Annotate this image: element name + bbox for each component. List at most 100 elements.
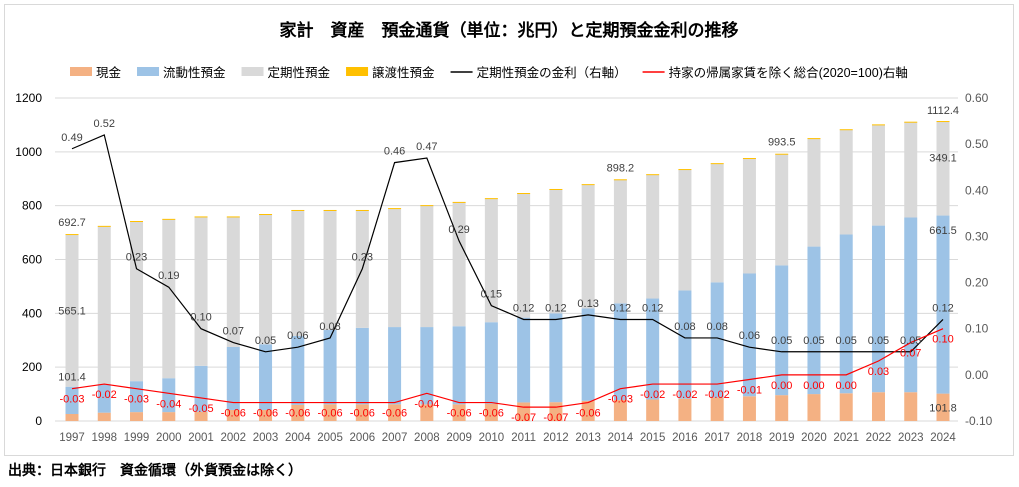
bar-segment-譲渡性預金 <box>871 124 885 126</box>
bar-segment-定期性預金 <box>291 210 305 336</box>
bar-segment-譲渡性預金 <box>226 216 240 218</box>
bar-segment-流動性預金 <box>517 317 531 403</box>
bar-segment-流動性預金 <box>742 273 756 397</box>
bar-segment-現金 <box>355 404 369 421</box>
x-axis-tick: 2018 <box>737 432 763 444</box>
bar-segment-譲渡性預金 <box>613 179 627 181</box>
line-data-label: -0.03 <box>608 394 633 406</box>
line-data-label: 0.10 <box>932 334 953 346</box>
legend-label: 定期性預金 <box>268 65 331 80</box>
x-axis-tick: 2002 <box>220 432 246 444</box>
line-data-label: 0.46 <box>384 146 405 158</box>
bar-segment-譲渡性預金 <box>97 225 111 227</box>
left-axis-tick: 800 <box>22 199 42 213</box>
x-axis-tick: 2024 <box>930 432 956 444</box>
x-axis-tick: 2013 <box>575 432 601 444</box>
bar-segment-現金 <box>904 392 918 421</box>
bar-segment-譲渡性預金 <box>388 208 402 210</box>
legend-label: 現金 <box>96 65 122 80</box>
bar-segment-定期性預金 <box>807 138 821 247</box>
bar-segment-現金 <box>613 400 627 421</box>
line-data-label: 0.05 <box>836 335 857 347</box>
left-axis-tick: 1200 <box>15 91 42 105</box>
bar-segment-流動性預金 <box>388 327 402 405</box>
x-axis-tick: 2015 <box>640 432 666 444</box>
line-data-label: 0.49 <box>61 132 82 144</box>
line-data-label: 0.52 <box>94 118 115 130</box>
bar-segment-譲渡性預金 <box>775 153 789 155</box>
line-data-label: 0.08 <box>674 321 695 333</box>
x-axis-tick: 2008 <box>414 432 440 444</box>
x-axis-tick: 2016 <box>672 432 698 444</box>
legend-swatch <box>137 67 160 76</box>
bar-segment-現金 <box>291 404 305 421</box>
bar-segment-流動性預金 <box>678 290 692 399</box>
bar-segment-流動性預金 <box>936 215 950 394</box>
line-data-label: 0.13 <box>577 298 598 310</box>
line-data-label: -0.04 <box>156 398 181 410</box>
bar-segment-現金 <box>259 409 273 421</box>
bar-segment-定期性預金 <box>613 179 627 304</box>
chart-frame <box>4 4 1014 456</box>
right-axis-tick: 0.60 <box>965 91 989 105</box>
bar-segment-流動性預金 <box>194 365 208 412</box>
line-data-label: 0.47 <box>416 141 437 153</box>
bar-segment-現金 <box>162 412 176 421</box>
x-axis-tick: 2017 <box>704 432 730 444</box>
bar-segment-定期性預金 <box>484 198 498 323</box>
line-data-label: 0.08 <box>319 321 340 333</box>
bar-segment-定期性預金 <box>775 154 789 266</box>
bar-data-label: 661.5 <box>929 225 957 237</box>
x-axis-tick: 2006 <box>350 432 376 444</box>
x-axis-tick: 1998 <box>91 432 117 444</box>
bar-segment-流動性預金 <box>646 298 660 400</box>
source-note: 出典：日本銀行 資金循環（外貨預金は除く） <box>8 463 302 479</box>
x-axis-tick: 2000 <box>156 432 182 444</box>
line-data-label: -0.02 <box>705 389 730 401</box>
x-axis-tick: 2014 <box>608 432 634 444</box>
x-axis-tick: 2019 <box>769 432 795 444</box>
legend: 現金 流動性預金 定期性預金 譲渡性預金 定期性預金の金利（右軸） 持家の帰属家賃を除く総… <box>70 65 908 80</box>
bar-segment-流動性預金 <box>452 326 466 405</box>
bar-segment-譲渡性預金 <box>323 209 337 211</box>
line-data-label: 0.12 <box>932 302 953 314</box>
bar-segment-定期性預金 <box>742 158 756 274</box>
bar-segment-定期性預金 <box>162 219 176 379</box>
bar-segment-流動性預金 <box>97 384 111 413</box>
line-data-label: -0.07 <box>543 412 568 424</box>
line-data-label: 0.06 <box>287 330 308 342</box>
line-data-label: -0.06 <box>350 408 375 420</box>
bar-segment-譲渡性預金 <box>484 198 498 200</box>
line-data-label: 0.05 <box>771 335 792 347</box>
bar-segment-定期性預金 <box>420 205 434 328</box>
bar-segment-定期性預金 <box>259 214 273 345</box>
bar-segment-譲渡性預金 <box>517 193 531 195</box>
line-data-label: -0.02 <box>672 389 697 401</box>
bar-segment-譲渡性預金 <box>452 201 466 203</box>
line-data-label: 0.12 <box>642 302 663 314</box>
line-data-label: -0.06 <box>576 408 601 420</box>
line-data-label: -0.06 <box>318 408 343 420</box>
bar-segment-定期性預金 <box>904 122 918 218</box>
lines <box>71 134 944 408</box>
right-axis-tick: 0.50 <box>965 137 989 151</box>
left-axis-tick: 1000 <box>15 145 42 159</box>
x-axis-tick: 2007 <box>382 432 408 444</box>
line-data-label: -0.03 <box>124 394 149 406</box>
line-series <box>71 134 944 353</box>
bar-segment-譲渡性預金 <box>742 158 756 160</box>
bar-segment-流動性預金 <box>65 386 79 415</box>
x-axis-tick: 2001 <box>188 432 214 444</box>
bar-segment-譲渡性預金 <box>130 221 144 223</box>
bar-segment-定期性預金 <box>226 216 240 347</box>
x-axis-tick: 2003 <box>253 432 279 444</box>
bar-segment-現金 <box>388 404 402 421</box>
left-axis-tick: 600 <box>22 253 42 267</box>
bar-segment-定期性預金 <box>549 189 563 314</box>
line-data-label: 0.12 <box>545 302 566 314</box>
line-data-label: -0.06 <box>253 408 278 420</box>
data-labels: 0.490.520.230.190.100.070.05 0.060.080.23… <box>58 105 959 424</box>
legend-label: 定期性預金の金利（右軸） <box>477 65 627 80</box>
